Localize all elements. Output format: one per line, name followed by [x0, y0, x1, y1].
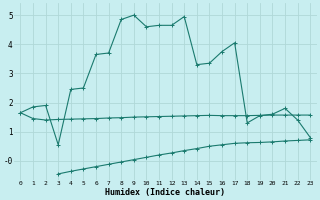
X-axis label: Humidex (Indice chaleur): Humidex (Indice chaleur)	[105, 188, 225, 197]
